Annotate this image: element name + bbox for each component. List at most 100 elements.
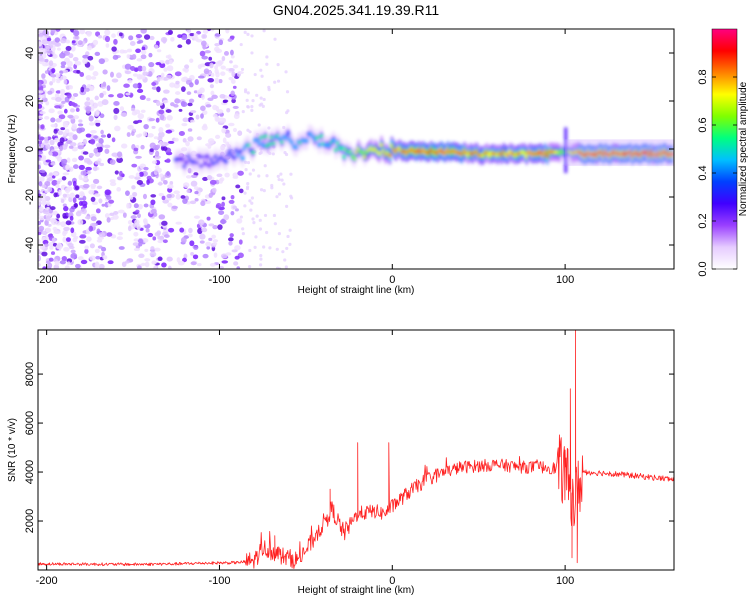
noise-point xyxy=(162,146,168,151)
noise-point xyxy=(173,190,180,195)
noise-point xyxy=(189,33,195,37)
noise-point xyxy=(185,38,191,45)
noise-point xyxy=(173,103,179,108)
x-tick-label: -100 xyxy=(208,274,230,286)
noise-point xyxy=(59,70,64,74)
noise-point xyxy=(185,175,192,179)
noise-point xyxy=(65,164,70,169)
noise-point xyxy=(190,174,198,178)
noise-point xyxy=(210,90,215,96)
noise-point xyxy=(54,260,60,266)
noise-point xyxy=(209,262,216,267)
noise-point xyxy=(181,34,188,41)
noise-point xyxy=(82,195,87,201)
noise-point xyxy=(143,220,148,226)
noise-point xyxy=(163,67,168,72)
spectrogram-x-label: Height of straight line (km) xyxy=(298,285,415,296)
noise-point xyxy=(85,166,92,171)
noise-point xyxy=(232,64,239,69)
noise-point xyxy=(44,196,51,202)
noise-point xyxy=(200,105,206,111)
noise-point xyxy=(188,98,195,104)
noise-point xyxy=(135,34,143,39)
noise-point xyxy=(208,192,213,198)
noise-point xyxy=(154,44,159,49)
noise-point xyxy=(246,91,250,95)
noise-point xyxy=(166,193,172,199)
noise-point xyxy=(273,37,277,41)
noise-point xyxy=(39,111,46,115)
noise-point xyxy=(59,145,64,152)
noise-point xyxy=(284,152,289,157)
noise-point xyxy=(193,90,198,94)
noise-point xyxy=(38,81,42,88)
noise-point xyxy=(69,215,74,221)
snr-ticks: -200 -100 0 100 2000 4000 6000 8000 xyxy=(24,330,674,587)
noise-point xyxy=(80,170,87,176)
noise-point xyxy=(59,88,66,95)
noise-point xyxy=(180,100,186,107)
noise-point xyxy=(225,132,232,138)
noise-point xyxy=(251,217,255,221)
noise-point xyxy=(187,102,193,107)
noise-point xyxy=(228,241,233,246)
noise-point xyxy=(216,173,223,178)
noise-point xyxy=(170,102,175,107)
noise-point xyxy=(164,234,170,238)
signal-blob xyxy=(669,152,674,156)
noise-point xyxy=(105,43,110,48)
noise-point xyxy=(50,162,56,166)
noise-point xyxy=(189,58,194,63)
noise-point xyxy=(165,129,173,134)
noise-point xyxy=(190,119,196,123)
noise-point xyxy=(252,220,256,225)
noise-point xyxy=(262,189,266,193)
noise-point xyxy=(250,201,254,205)
noise-point xyxy=(38,41,43,47)
noise-point xyxy=(38,136,45,141)
noise-point xyxy=(50,206,56,211)
noise-point xyxy=(218,117,226,123)
noise-point xyxy=(98,58,105,65)
noise-point xyxy=(39,169,46,174)
noise-point xyxy=(197,75,205,79)
noise-point xyxy=(218,178,224,184)
noise-point xyxy=(144,261,150,268)
noise-scatter xyxy=(38,29,294,269)
noise-point xyxy=(117,209,125,214)
noise-point xyxy=(233,261,239,266)
noise-point xyxy=(151,260,157,265)
colorbar-tick-label: 0.4 xyxy=(697,165,709,180)
noise-point xyxy=(214,77,220,84)
noise-point xyxy=(53,264,60,269)
noise-point xyxy=(137,238,144,244)
noise-point xyxy=(165,109,172,113)
noise-point xyxy=(149,251,157,257)
noise-point xyxy=(151,160,158,164)
noise-point xyxy=(201,55,209,60)
noise-point xyxy=(41,230,48,235)
noise-point xyxy=(285,246,289,251)
noise-point xyxy=(38,131,41,135)
noise-point xyxy=(182,117,189,123)
noise-point xyxy=(228,122,235,127)
noise-point xyxy=(181,86,186,92)
noise-point xyxy=(284,70,288,74)
noise-point xyxy=(243,30,247,35)
noise-point xyxy=(137,39,144,44)
y-tick-label: 20 xyxy=(24,95,36,107)
noise-point xyxy=(144,258,151,262)
noise-point xyxy=(246,161,251,165)
noise-point xyxy=(208,223,215,227)
noise-point xyxy=(218,39,224,46)
noise-point xyxy=(148,117,156,122)
noise-point xyxy=(126,132,131,137)
noise-point xyxy=(210,29,215,32)
noise-point xyxy=(166,256,173,262)
noise-point xyxy=(52,242,58,247)
noise-point xyxy=(83,157,91,163)
noise-point xyxy=(232,105,239,109)
noise-point xyxy=(68,53,74,59)
noise-point xyxy=(55,221,62,226)
noise-point xyxy=(157,256,163,262)
